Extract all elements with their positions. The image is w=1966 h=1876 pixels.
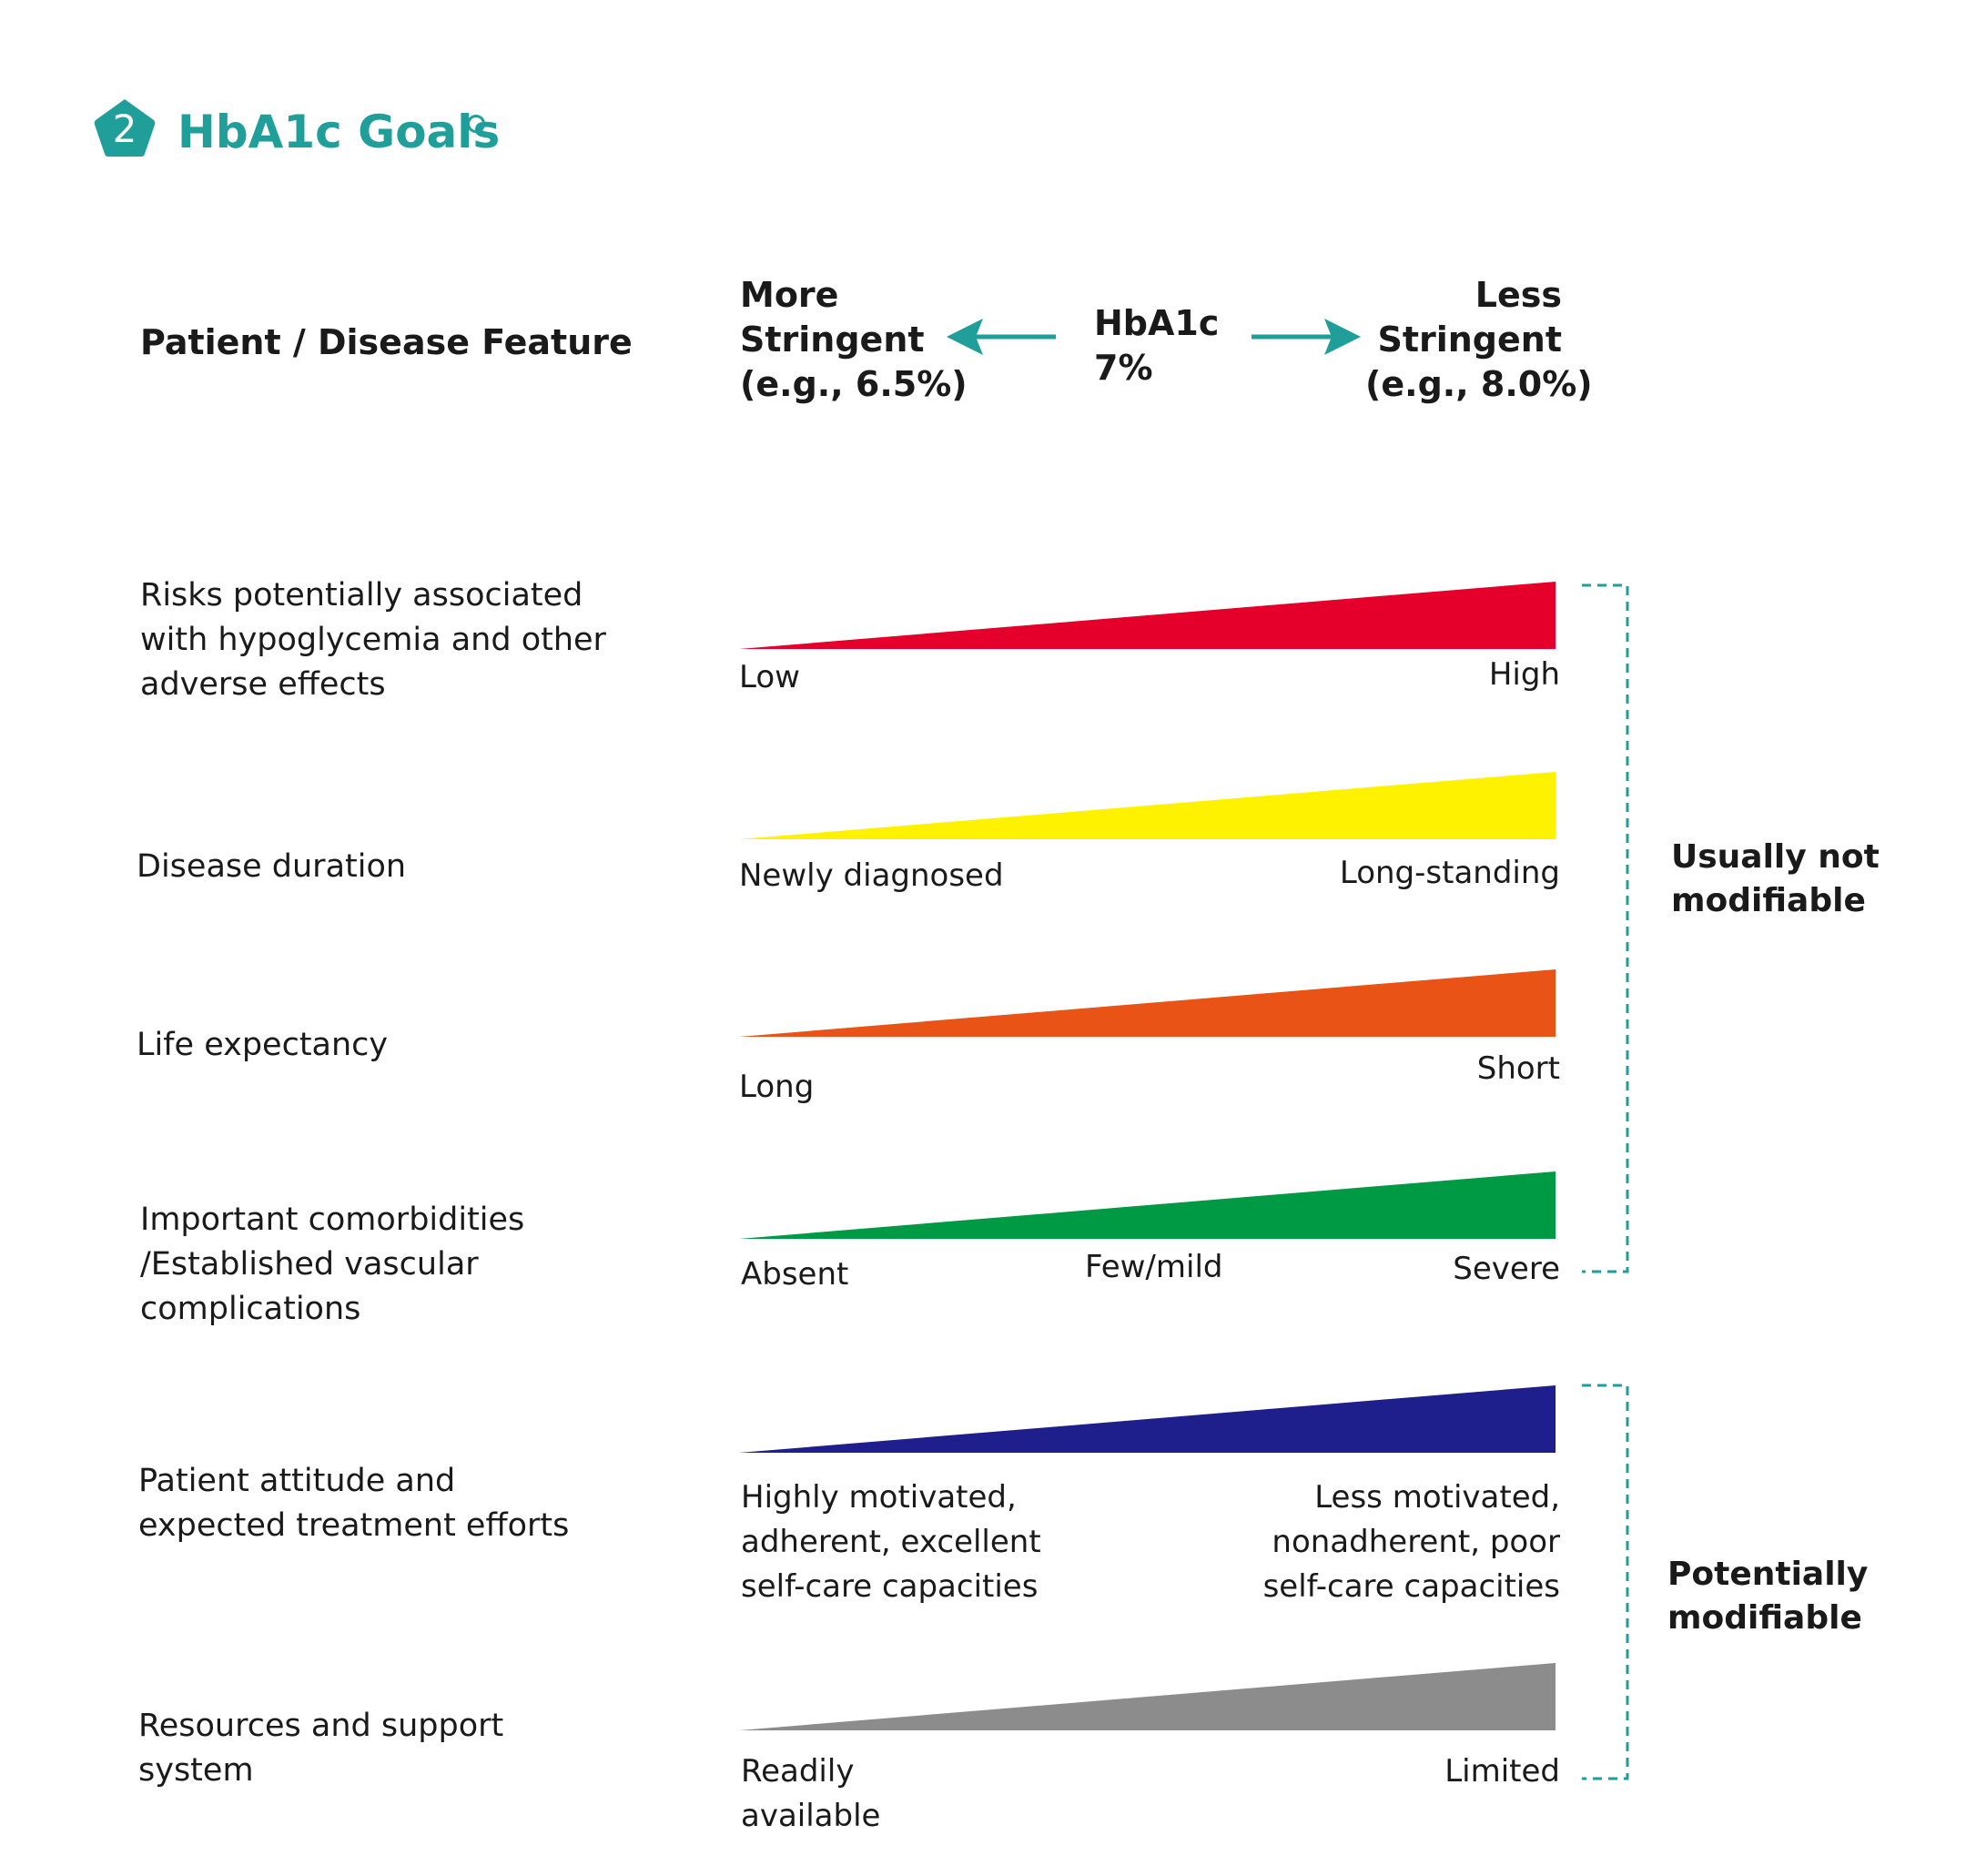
left-arrow-icon xyxy=(947,319,1056,355)
scale-high-label: Limited xyxy=(1444,1753,1560,1790)
scale-low-label: Readily available xyxy=(741,1749,880,1839)
badge-number: 2 xyxy=(113,106,137,151)
scale-low-line: adherent, excellent xyxy=(741,1524,1041,1560)
feature-label: Disease duration xyxy=(137,845,406,889)
feature-label: Important comorbidities /Established vas… xyxy=(140,1198,524,1332)
group-label-modifiable: Potentially modifiable xyxy=(1667,1553,1868,1640)
feature-line: Risks potentially associated xyxy=(140,577,583,614)
scale-low-line: self-care capacities xyxy=(741,1568,1039,1605)
hba1c-center-heading: HbA1c 7% xyxy=(1094,301,1219,390)
group-label-line: Potentially xyxy=(1667,1556,1869,1593)
feature-line: adverse effects xyxy=(140,666,386,703)
scale-wedge xyxy=(739,1171,1556,1239)
scale-low-label: Long xyxy=(739,1069,815,1105)
scale-low-label: Low xyxy=(739,659,800,695)
scale-high-line: nonadherent, poor xyxy=(1272,1524,1560,1560)
less-stringent-line: Stringent xyxy=(1377,319,1562,360)
more-stringent-line: (e.g., 6.5%) xyxy=(740,364,968,404)
feature-line: Resources and support xyxy=(138,1708,504,1744)
feature-label: Resources and support system xyxy=(138,1704,503,1793)
scale-low-label: Newly diagnosed xyxy=(739,857,1004,894)
right-arrow-icon xyxy=(1252,319,1361,355)
scale-wedge xyxy=(739,772,1556,839)
circle-marker-icon xyxy=(467,115,485,133)
group-label-line: modifiable xyxy=(1667,1599,1862,1637)
scale-high-line: Less motivated, xyxy=(1314,1479,1560,1516)
feature-line: expected treatment efforts xyxy=(138,1507,570,1544)
scale-high-label: Less motivated, nonadherent, poor self-c… xyxy=(1263,1475,1560,1609)
scale-high-label: Short xyxy=(1476,1050,1560,1087)
scale-low-label: Absent xyxy=(741,1256,849,1293)
less-stringent-line: Less xyxy=(1474,275,1562,315)
scale-wedge xyxy=(739,969,1556,1037)
scale-high-label: Long-standing xyxy=(1339,855,1560,891)
feature-line: system xyxy=(138,1752,254,1789)
feature-line: Patient attitude and xyxy=(138,1463,456,1499)
bracket-modifiable xyxy=(1582,1384,1629,1780)
bracket-not-modifiable xyxy=(1582,583,1629,1273)
feature-line: /Established vascular xyxy=(140,1246,479,1283)
group-label-line: Usually not xyxy=(1671,838,1880,876)
scale-low-line: Readily xyxy=(741,1753,855,1790)
feature-column-heading: Patient / Disease Feature xyxy=(140,322,633,362)
more-stringent-line: More xyxy=(740,275,839,315)
feature-label: Life expectancy xyxy=(137,1023,388,1068)
scale-high-label: High xyxy=(1488,656,1560,693)
scale-wedge xyxy=(739,1385,1556,1453)
scale-wedge xyxy=(739,582,1556,649)
scale-mid-label: Few/mild xyxy=(1085,1249,1223,1285)
feature-line: Disease duration xyxy=(137,848,407,885)
less-stringent-heading: Less Stringent (e.g., 8.0%) xyxy=(1365,273,1593,407)
pentagon-badge-icon: 2 xyxy=(94,99,156,157)
scale-wedge xyxy=(739,1663,1556,1730)
scale-low-line: available xyxy=(741,1798,881,1834)
feature-label: Risks potentially associated with hypogl… xyxy=(140,573,606,707)
feature-line: complications xyxy=(140,1291,361,1327)
hba1c-line: 7% xyxy=(1094,348,1153,388)
feature-line: with hypoglycemia and other xyxy=(140,622,606,658)
page-title: HbA1c Goals xyxy=(177,106,501,158)
feature-line: Life expectancy xyxy=(137,1027,389,1063)
scale-low-line: Highly motivated, xyxy=(741,1479,1017,1516)
more-stringent-line: Stringent xyxy=(740,319,925,360)
more-stringent-heading: More Stringent (e.g., 6.5%) xyxy=(740,273,968,407)
hba1c-line: HbA1c xyxy=(1094,303,1220,343)
scale-high-line: self-care capacities xyxy=(1262,1568,1560,1605)
scale-low-label: Highly motivated, adherent, excellent se… xyxy=(741,1475,1041,1609)
group-label-line: modifiable xyxy=(1671,882,1866,919)
feature-label: Patient attitude and expected treatment … xyxy=(138,1459,569,1548)
group-label-not-modifiable: Usually not modifiable xyxy=(1671,836,1880,923)
less-stringent-line: (e.g., 8.0%) xyxy=(1365,364,1593,404)
feature-line: Important comorbidities xyxy=(140,1202,525,1238)
scale-high-label: Severe xyxy=(1453,1251,1560,1287)
